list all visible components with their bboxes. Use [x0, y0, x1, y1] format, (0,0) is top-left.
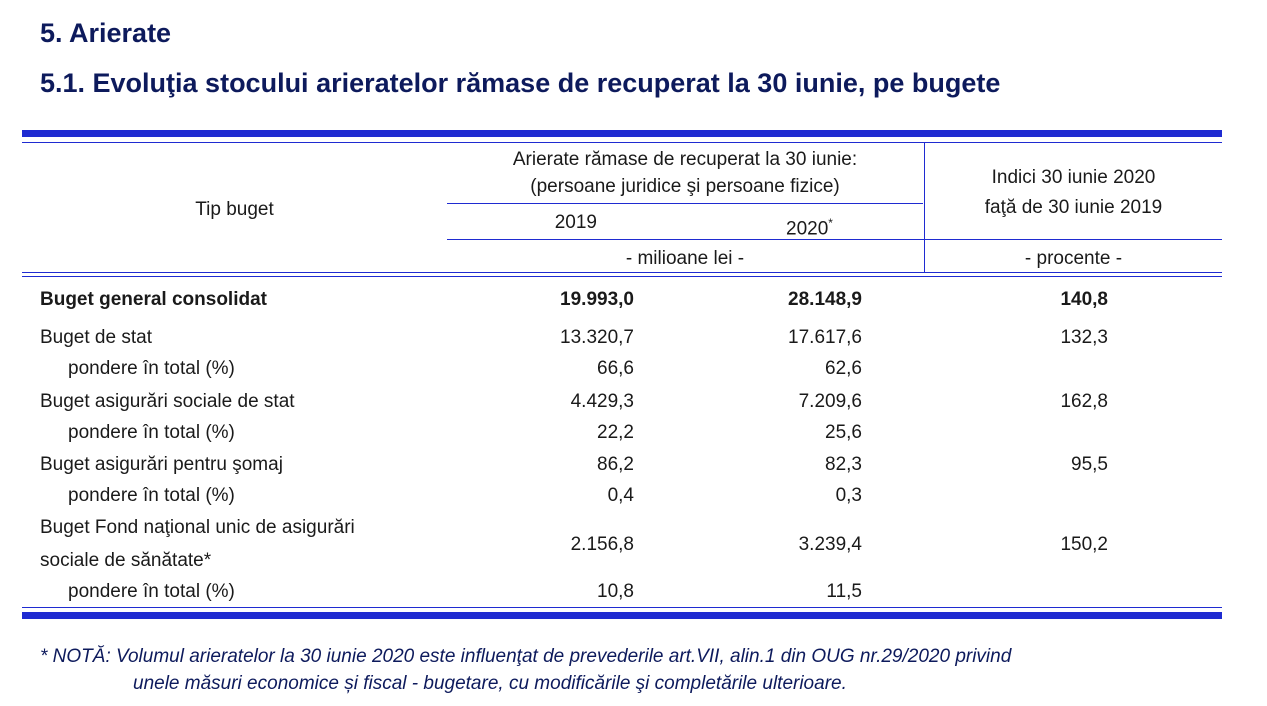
- row-label: Buget asigurări sociale de stat: [40, 391, 295, 412]
- header-group-line2: (persoane juridice şi persoane fizice): [530, 176, 840, 197]
- header-unit-pct: - procente -: [1024, 248, 1123, 269]
- header-year-2019: 2019: [554, 212, 597, 233]
- footnote: * NOTĂ: Volumul arieratelor la 30 iunie …: [40, 643, 1011, 697]
- row-value-2020: 62,6: [825, 358, 862, 379]
- column-divider: [924, 143, 925, 273]
- table-top-rule: [22, 142, 1222, 143]
- row-value-2020: 25,6: [825, 422, 862, 443]
- footnote-line2: unele măsuri economice și fiscal - buget…: [133, 673, 847, 694]
- row-index: 95,5: [1071, 454, 1108, 475]
- row-index: 132,3: [1060, 327, 1108, 348]
- year-row-rule: [447, 239, 1222, 240]
- row-value-2020: 11,5: [826, 581, 862, 602]
- row-value-2019: 10,8: [597, 581, 634, 602]
- row-value-2020: 7.209,6: [798, 391, 862, 412]
- row-value-2019: 4.429,3: [570, 391, 634, 412]
- row-value-2019: 19.993,0: [560, 289, 634, 310]
- row-label-line1: Buget Fond naţional unic de asigurări: [40, 517, 355, 538]
- row-label: pondere în total (%): [68, 485, 235, 506]
- table-title: 5.1. Evoluţia stocului arieratelor rămas…: [40, 68, 1001, 98]
- row-index: 150,2: [1060, 534, 1108, 555]
- header-year-2020: 2020*: [786, 216, 833, 240]
- header-indici-line1: Indici 30 iunie 2020: [991, 167, 1156, 188]
- row-value-2020: 0,3: [835, 485, 862, 506]
- row-value-2019: 86,2: [597, 454, 634, 475]
- row-index: 162,8: [1060, 391, 1108, 412]
- table-top-border: [22, 130, 1222, 137]
- row-value-2019: 2.156,8: [570, 534, 634, 555]
- row-label: pondere în total (%): [68, 358, 235, 379]
- section-heading: 5. Arierate: [40, 18, 172, 48]
- row-value-2020: 82,3: [825, 454, 862, 475]
- row-value-2019: 13.320,7: [560, 327, 634, 348]
- table-bottom-rule: [22, 607, 1222, 608]
- row-label: pondere în total (%): [68, 422, 235, 443]
- row-value-2019: 66,6: [597, 358, 634, 379]
- header-tip-buget: Tip buget: [195, 199, 274, 220]
- row-value-2019: 22,2: [597, 422, 634, 443]
- header-indici-line2: faţă de 30 iunie 2019: [984, 197, 1163, 218]
- row-value-2020: 17.617,6: [788, 327, 862, 348]
- row-label: Buget asigurări pentru şomaj: [40, 454, 283, 475]
- row-value-2019: 0,4: [607, 485, 634, 506]
- row-value-2020: 28.148,9: [788, 289, 862, 310]
- header-bottom-rule-1: [22, 272, 1222, 273]
- row-label: Buget de stat: [40, 327, 152, 348]
- row-index: 140,8: [1060, 289, 1108, 310]
- row-label: pondere în total (%): [68, 581, 235, 602]
- row-label-line2: sociale de sănătate*: [40, 550, 212, 571]
- row-label: Buget general consolidat: [40, 289, 267, 310]
- table-bottom-border: [22, 612, 1222, 619]
- group-header-rule: [447, 203, 923, 204]
- header-bottom-rule-2: [22, 276, 1222, 277]
- footnote-line1: * NOTĂ: Volumul arieratelor la 30 iunie …: [40, 646, 1012, 667]
- header-unit-mil: - milioane lei -: [625, 248, 745, 269]
- header-group-line1: Arierate rămase de recuperat la 30 iunie…: [512, 149, 858, 170]
- row-value-2020: 3.239,4: [798, 534, 862, 555]
